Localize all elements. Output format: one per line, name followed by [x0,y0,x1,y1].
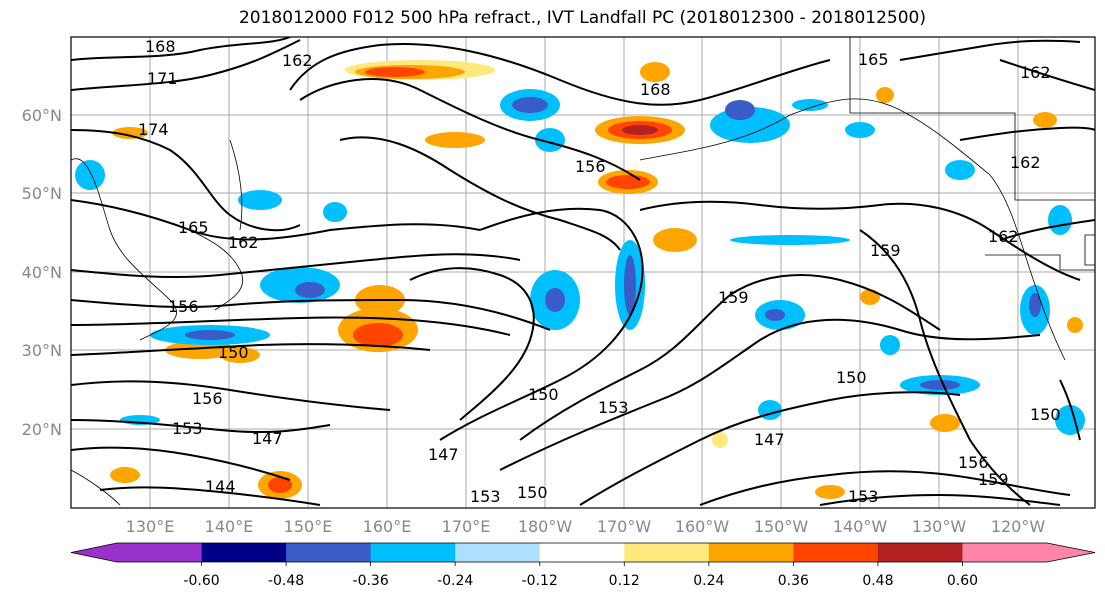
colorbar-swatch [539,543,625,562]
longitude-label: 160°E [363,517,412,536]
longitude-labels: 130°E 140°E 150°E 160°E 170°E 180°W 170°W 160°W… [126,517,1046,536]
longitude-label: 120°W [991,517,1046,536]
negative-anomaly-patches [75,89,1085,435]
longitude-label: 170°W [597,517,652,536]
latitude-label: 30°N [22,341,62,360]
longitude-label: 160°W [675,517,730,536]
colorbar-tick-label: 0.12 [609,573,640,589]
geopotential-contours [71,37,1095,506]
colorbar-swatch [624,543,710,562]
contour-label: 159 [978,470,1009,489]
colorbar-tick-label: 0.24 [693,573,724,589]
contour-label: 150 [517,483,548,502]
shaded-anomaly-fields [75,60,1085,499]
contour-label: 156 [575,157,606,176]
colorbar-swatch [201,543,287,562]
latitude-label: 40°N [22,263,62,282]
colorbar-tick-label: -0.36 [353,573,389,589]
contour-label: 159 [870,241,901,260]
contour-label: 147 [428,445,459,464]
longitude-label: 130°E [126,517,175,536]
latitude-label: 20°N [22,420,62,439]
contour-label: 165 [178,218,209,237]
colorbar-extend-low [71,543,118,562]
contour-label: 153 [598,398,629,417]
latitude-labels: 60°N 50°N 40°N 30°N 20°N [22,106,62,439]
colorbar-swatch [455,543,541,562]
map-title: 2018012000 F012 500 hPa refract., IVT La… [238,8,926,28]
longitude-label: 130°W [912,517,967,536]
contour-label: 162 [282,51,313,70]
positive-anomaly-patches [110,60,1083,499]
latitude-label: 50°N [22,184,62,203]
contour-label: 156 [958,453,989,472]
colorbar-swatch [962,543,1047,562]
colorbar-extend-high [1046,543,1095,562]
colorbar-tick-label: -0.12 [522,573,558,589]
colorbar-tick-label: 0.36 [778,573,809,589]
graticule [71,37,1095,508]
contour-label: 171 [147,69,178,88]
contour-label: 168 [145,37,176,56]
contour-label: 150 [836,368,867,387]
contour-label: 162 [1010,153,1041,172]
colorbar-swatch [793,543,879,562]
colorbar-tick-label: 0.60 [947,573,978,589]
colorbar-tick-label: -0.60 [183,573,219,589]
longitude-label: 170°E [442,517,491,536]
colorbar-swatch [877,543,963,562]
contour-label: 162 [988,227,1019,246]
contour-labels: 168 171 174 165 162 156 150 156 153 147 … [138,37,1061,506]
contour-label: 150 [528,385,559,404]
colorbar-tick-label: -0.48 [268,573,304,589]
longitude-label: 180°W [518,517,573,536]
longitude-label: 150°W [754,517,809,536]
contour-label: 165 [858,50,889,69]
contour-label: 159 [718,288,749,307]
contour-label: 156 [192,389,223,408]
colorbar-outline [70,542,1096,563]
contour-label: 147 [754,430,785,449]
contour-label: 147 [252,429,283,448]
contour-label: 162 [1020,63,1051,82]
contour-label: 174 [138,120,169,139]
colorbar-swatch [370,543,456,562]
contour-label: 153 [172,419,203,438]
colorbar-swatch [708,543,794,562]
longitude-label: 140°W [833,517,888,536]
latitude-label: 60°N [22,106,62,125]
colorbar: -0.60 -0.48 -0.36 -0.24 -0.12 0.12 0.24 0.36 0.4… [70,542,1096,589]
colorbar-swatch [117,543,202,562]
contour-label: 162 [228,233,259,252]
colorbar-swatch [286,543,372,562]
contour-label: 168 [640,80,671,99]
contour-label: 153 [848,487,879,506]
colorbar-tick-label: -0.24 [437,573,473,589]
contour-label: 144 [205,477,236,496]
contour-label: 156 [168,297,199,316]
longitude-label: 150°E [284,517,333,536]
longitude-label: 140°E [205,517,254,536]
contour-label: 150 [1030,405,1061,424]
map-frame [70,36,1096,509]
contour-label: 150 [218,343,249,362]
contour-label: 153 [470,487,501,506]
colorbar-tick-label: 0.48 [862,573,893,589]
